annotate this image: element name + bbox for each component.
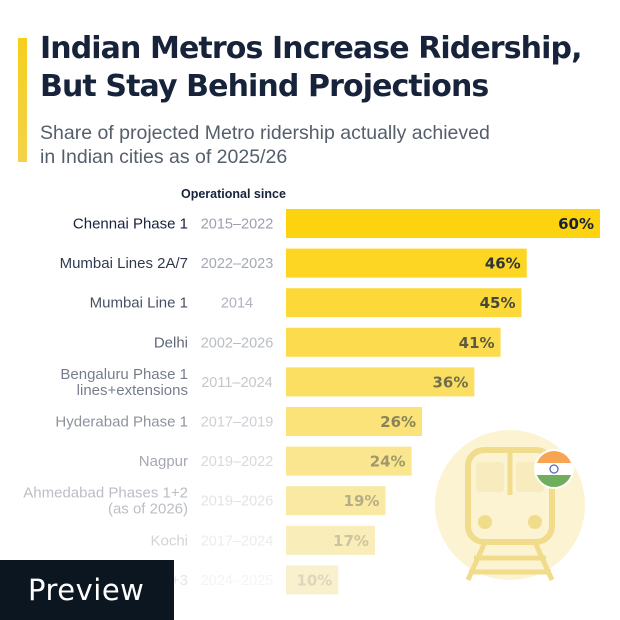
bar bbox=[286, 367, 475, 397]
category-label: Mumbai Line 1 bbox=[90, 295, 188, 312]
category-label: Nagpur bbox=[139, 453, 188, 470]
category-label: lines+extensions bbox=[77, 382, 188, 399]
value-label: 46% bbox=[485, 255, 521, 273]
category-label: Ahmedabad Phases 1+2 bbox=[23, 485, 188, 502]
operational-years-label: 2014 bbox=[221, 296, 253, 312]
operational-years-label: 2017–2024 bbox=[201, 533, 274, 549]
bar bbox=[286, 525, 375, 555]
operational-years-label: 2017–2019 bbox=[201, 415, 274, 431]
value-label: 41% bbox=[459, 334, 495, 352]
operational-years-label: 2022–2023 bbox=[201, 256, 274, 272]
title-accent-bar bbox=[18, 38, 27, 162]
india-flag-icon bbox=[534, 449, 574, 489]
operational-years-label: 2019–2022 bbox=[201, 454, 274, 470]
chart-title: Indian Metros Increase Ridership, But St… bbox=[40, 31, 582, 104]
value-label: 45% bbox=[480, 294, 516, 312]
operational-years-label: 2011–2024 bbox=[201, 375, 273, 391]
value-label: 10% bbox=[296, 571, 332, 589]
value-label: 19% bbox=[344, 492, 380, 510]
operational-years-label: 2024–2025 bbox=[201, 573, 274, 589]
category-label: Hyderabad Phase 1 bbox=[55, 414, 188, 431]
operational-since-header: Operational since bbox=[181, 187, 286, 201]
bar bbox=[286, 327, 501, 357]
value-label: 60% bbox=[558, 215, 594, 233]
value-label: 17% bbox=[333, 532, 369, 550]
operational-years-label: 2002–2026 bbox=[201, 335, 274, 351]
category-label: Bengaluru Phase 1 bbox=[60, 366, 188, 383]
category-label: Kochi bbox=[150, 532, 188, 549]
category-label: Chennai Phase 1 bbox=[73, 216, 188, 233]
category-label: Delhi bbox=[154, 334, 188, 351]
category-label: (as of 2026) bbox=[108, 501, 188, 518]
bar bbox=[286, 209, 600, 238]
category-label: Mumbai Lines 2A/7 bbox=[60, 255, 188, 272]
value-label: 36% bbox=[432, 373, 468, 391]
bar bbox=[286, 407, 423, 436]
preview-label: Preview bbox=[0, 560, 174, 620]
chart-subtitle: Share of projected Metro ridership actua… bbox=[40, 122, 490, 168]
operational-years-label: 2015–2022 bbox=[201, 217, 274, 233]
bar bbox=[286, 446, 412, 476]
bar bbox=[286, 486, 386, 516]
value-label: 26% bbox=[380, 413, 416, 431]
bar bbox=[286, 565, 339, 595]
bar bbox=[286, 248, 527, 278]
value-label: 24% bbox=[370, 453, 406, 471]
metro-train-icon bbox=[435, 430, 585, 582]
bar bbox=[286, 288, 522, 318]
operational-years-label: 2019–2026 bbox=[201, 494, 274, 510]
